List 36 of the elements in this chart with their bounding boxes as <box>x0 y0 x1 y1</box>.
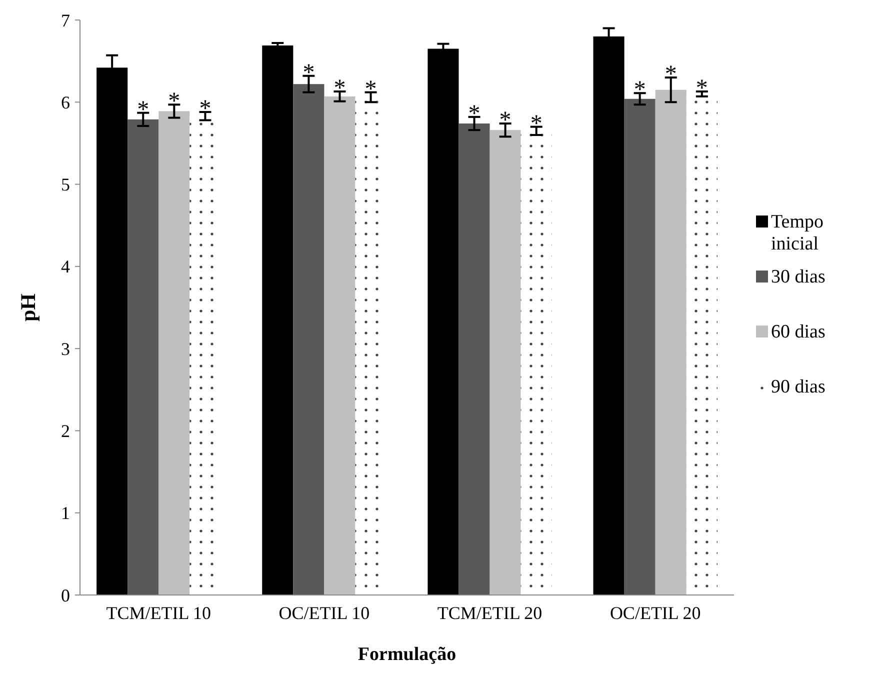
data-label: * <box>468 100 480 127</box>
y-tick-label: 4 <box>61 256 70 277</box>
data-label: * <box>364 76 377 102</box>
bar <box>458 124 490 595</box>
legend-label: 30 dias <box>771 266 826 288</box>
bar <box>128 119 159 595</box>
data-label: * <box>168 88 180 115</box>
y-tick-label: 2 <box>61 421 70 442</box>
data-label: * <box>530 110 542 137</box>
x-tick-label: OC/ETIL 10 <box>278 603 370 623</box>
bar <box>262 45 294 595</box>
legend-label: 90 dias <box>771 376 826 398</box>
data-label: * <box>199 96 212 122</box>
y-tick-label: 5 <box>61 174 70 195</box>
legend-label: 60 dias <box>771 322 826 342</box>
data-label: * <box>696 75 708 102</box>
y-tick-label: 0 <box>61 585 70 606</box>
data-label: * <box>499 108 512 134</box>
y-tick-label: 3 <box>61 338 70 359</box>
data-label: * <box>664 62 677 88</box>
y-axis-title: pH <box>16 293 40 322</box>
y-tick-label: 1 <box>61 503 70 524</box>
x-tick-label: OC/ETIL 20 <box>610 603 701 623</box>
data-label: * <box>137 96 150 123</box>
x-axis-title: Formulação <box>358 644 456 665</box>
x-tick-label: TCM/ETIL 20 <box>437 603 542 623</box>
data-label: * <box>634 77 646 104</box>
legend-label: Tempo inicial <box>771 212 824 254</box>
y-tick-label: 6 <box>61 92 70 112</box>
x-tick-label: TCM/ETIL 10 <box>106 603 212 623</box>
data-label: * <box>334 75 346 102</box>
data-label: * <box>302 60 315 86</box>
bar <box>624 98 656 595</box>
bar <box>293 84 324 595</box>
bar <box>428 48 459 595</box>
y-tick-label: 7 <box>61 10 70 30</box>
